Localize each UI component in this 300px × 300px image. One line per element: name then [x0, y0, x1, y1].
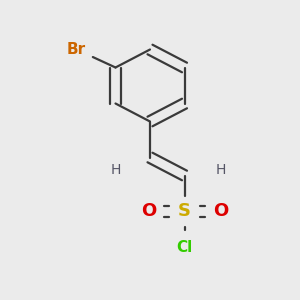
Text: H: H — [215, 163, 226, 176]
Text: H: H — [110, 163, 121, 176]
Text: O: O — [213, 202, 228, 220]
Text: O: O — [141, 202, 156, 220]
Text: Br: Br — [67, 42, 86, 57]
Text: S: S — [178, 202, 191, 220]
Text: Cl: Cl — [176, 240, 193, 255]
